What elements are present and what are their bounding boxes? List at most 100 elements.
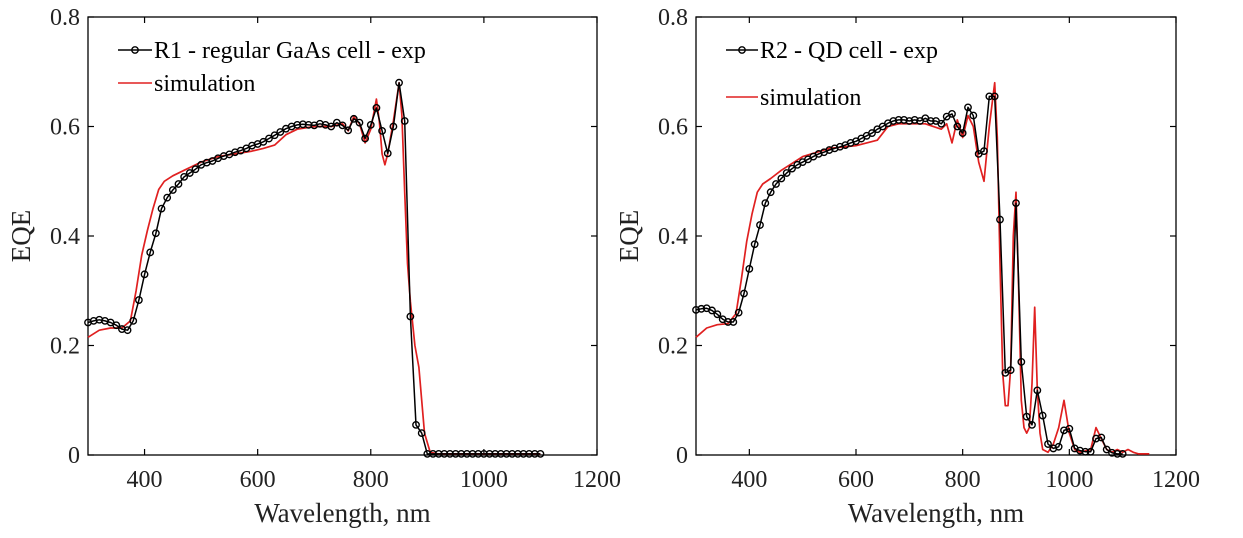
data-point [446,450,454,458]
data-point [1102,445,1111,454]
data-point [905,117,914,125]
data-point [185,169,194,177]
x-tick-label: 800 [353,467,389,493]
data-point [276,128,285,136]
data-point [1054,442,1063,451]
data-point [134,296,143,304]
data-point [734,308,743,317]
data-point [389,122,398,131]
y-tick-label: 0.8 [50,5,80,31]
data-point [383,149,392,158]
data-point [502,450,511,458]
data-point [1033,386,1042,395]
data-point [980,147,988,156]
x-tick-label: 400 [127,467,163,493]
data-point [1076,446,1084,455]
data-point [910,116,919,124]
y-tick-label: 0.4 [658,224,688,250]
data-point [168,186,177,194]
data-point [457,450,466,458]
data-point [761,199,770,208]
data-point [1044,440,1052,448]
data-point [1081,447,1090,456]
series-line-exp [87,81,541,455]
data-point [112,321,121,330]
data-point [270,131,279,140]
data-point [468,450,477,458]
data-point [713,310,722,319]
data-point [724,318,732,326]
data-point [868,129,876,137]
x-axis-label: Wavelength, nm [848,498,1024,528]
series-line-simulation [87,81,541,455]
data-point [327,122,336,131]
data-point [1108,448,1116,457]
data-point [740,289,748,298]
data-point [1028,420,1036,429]
y-tick-label: 0.4 [50,224,80,250]
data-point [378,126,386,135]
legend-marker [738,46,746,54]
data-point [344,126,353,135]
x-tick-label: 400 [731,467,767,493]
data-point [463,450,471,458]
data-point [338,121,347,130]
data-point [423,450,432,458]
data-point [953,122,962,131]
x-tick-label: 1000 [1045,467,1093,493]
data-point [412,420,420,429]
y-tick-label: 0.6 [50,115,80,141]
data-point [969,111,978,120]
data-point [479,450,488,458]
x-tick-label: 1200 [573,467,621,493]
series-line-simulation [695,81,1150,455]
data-point [191,165,200,174]
data-point [151,229,160,238]
data-point [750,240,759,249]
data-point [451,450,460,458]
data-point [174,180,183,188]
data-point [777,174,786,183]
data-point [395,78,403,87]
data-point [756,221,764,229]
data-point [525,450,534,458]
x-tick-label: 600 [240,467,276,493]
data-point [163,193,172,202]
data-point [157,204,166,213]
data-point [996,215,1004,224]
data-point [708,306,716,315]
legend-marker [131,46,139,54]
data-point [146,248,155,257]
data-point [1086,447,1095,456]
data-point [964,103,972,112]
data-point [745,264,754,273]
data-point [878,122,887,131]
data-point [697,304,706,313]
data-point [1065,424,1074,433]
data-point [990,92,999,101]
x-tick-label: 1000 [460,467,508,493]
data-point [958,129,967,137]
data-point [788,164,796,173]
data-point [349,114,358,123]
x-tick-label: 1200 [1152,467,1200,493]
data-point [1017,358,1026,366]
data-point [1113,450,1122,458]
data-point [485,450,494,458]
legend-label: simulation [760,85,861,111]
data-point [519,450,528,458]
data-point [766,188,775,197]
data-point [366,120,375,129]
y-axis-label: EQE [6,210,36,262]
y-axis-label: EQE [614,210,644,262]
data-point [140,270,149,279]
data-point [530,450,539,458]
data-point [937,119,946,128]
data-point [900,116,908,124]
data-point [474,450,483,458]
data-point [948,110,956,118]
legend-label: R2 - QD cell - exp [760,38,938,64]
data-point [889,117,898,125]
data-point [265,134,273,143]
